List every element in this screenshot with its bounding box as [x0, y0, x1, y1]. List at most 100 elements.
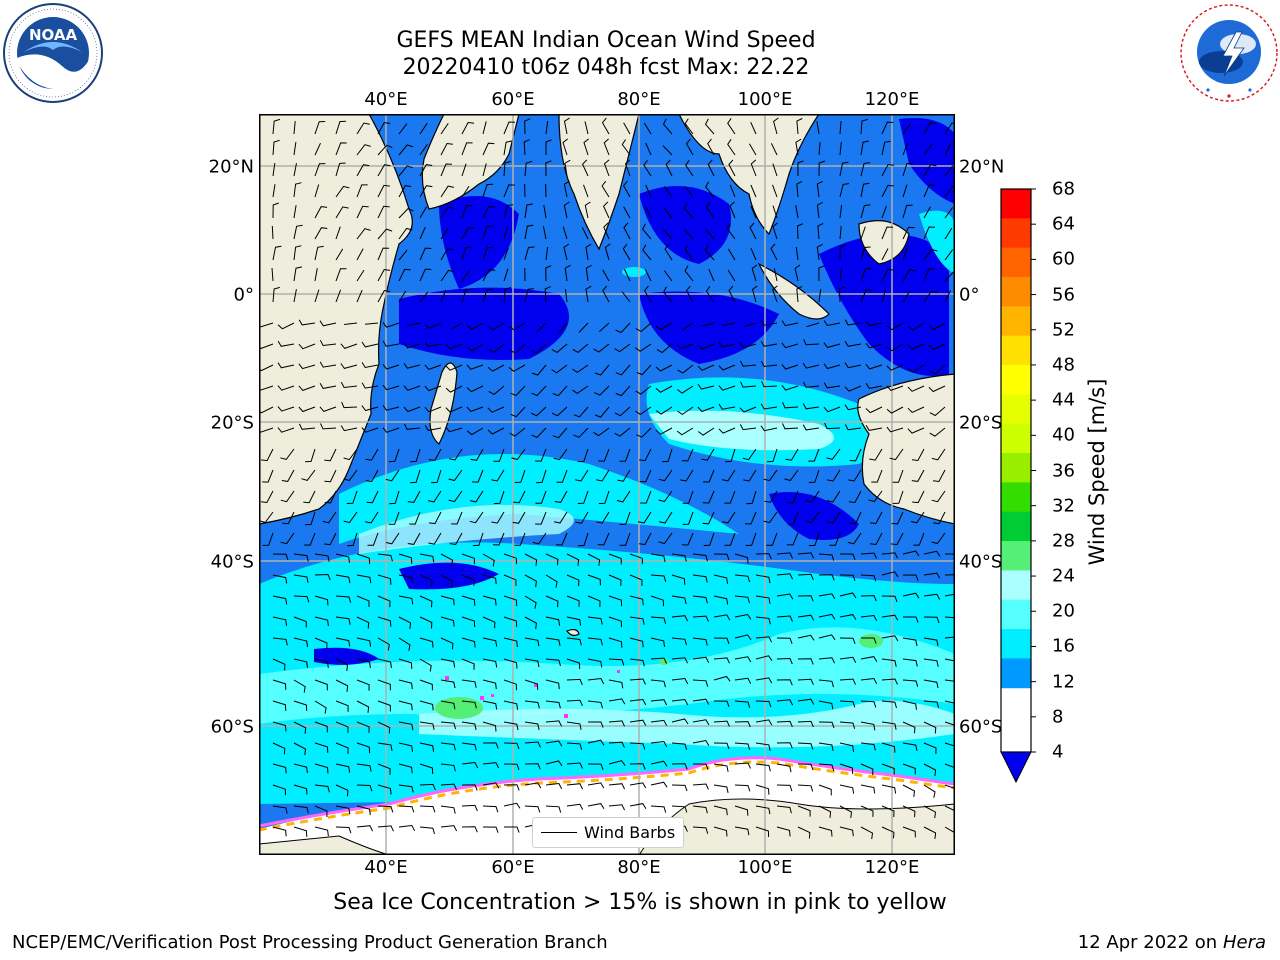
wind-barb: [881, 784, 897, 794]
wind-barb: [650, 574, 667, 582]
wind-barb: [923, 164, 937, 177]
wind-barb: [440, 595, 455, 606]
wind-barb: [928, 322, 946, 331]
wind-barb: [923, 248, 938, 261]
wind-barb: [818, 700, 834, 710]
colorbar-tick-label: 4: [1052, 741, 1064, 763]
wind-barb: [356, 205, 369, 219]
wind-barb: [293, 245, 302, 261]
wind-barb: [566, 553, 580, 566]
wind-barb: [766, 448, 778, 463]
wind-barb: [684, 244, 694, 261]
wind-barb: [564, 264, 571, 282]
wind-barb: [482, 595, 497, 606]
wind-barb: [692, 739, 710, 746]
wind-barb: [503, 247, 509, 261]
wind-barb: [377, 763, 391, 775]
wind-barb: [356, 289, 363, 303]
wind-barb: [766, 532, 778, 546]
wind-barb: [650, 719, 668, 726]
wind-barb: [512, 511, 526, 524]
wind-barb: [808, 448, 820, 462]
wind-barb: [572, 343, 589, 354]
wind-barb: [503, 721, 519, 731]
wind-barb: [503, 595, 518, 607]
wind-barb: [734, 721, 751, 728]
wind-barb: [713, 675, 731, 682]
wind-barb: [510, 385, 526, 397]
wind-barb: [797, 658, 814, 665]
wind-barb: [461, 246, 472, 261]
wind-barb: [262, 532, 274, 546]
wind-barb: [749, 222, 757, 240]
wind-barb: [776, 805, 792, 814]
wind-barb: [725, 448, 736, 463]
wind-barb: [871, 469, 883, 483]
colorbar-tick-label: 44: [1052, 389, 1075, 411]
wind-barb: [692, 783, 709, 790]
wind-barb: [629, 782, 647, 789]
lon-label-bottom-80e: 80°E: [617, 857, 661, 878]
wind-barb: [734, 762, 751, 769]
wind-barb: [929, 406, 946, 417]
wind-barb: [314, 721, 328, 733]
wind-barb: [944, 700, 955, 704]
wind-barb: [684, 186, 694, 198]
wind-barb: [608, 698, 626, 705]
wind-barb: [755, 700, 772, 708]
wind-barb: [881, 226, 894, 240]
wind-barb: [608, 783, 626, 790]
wind-barb: [860, 204, 871, 219]
wind-barb: [818, 141, 821, 156]
nws-logo: [1180, 4, 1278, 102]
wind-barb: [718, 341, 736, 348]
wind-barb: [776, 826, 791, 837]
wind-barb: [545, 553, 559, 566]
wind-barb: [587, 782, 605, 789]
wind-barb: [881, 595, 898, 603]
wind-barb: [702, 511, 715, 525]
wind-barb: [588, 721, 604, 728]
wind-barb: [671, 677, 689, 685]
wind-barb: [839, 120, 842, 135]
wind-barb: [314, 805, 328, 817]
wind-barb: [650, 637, 665, 647]
wind-barb: [881, 635, 899, 642]
wind-barb: [440, 783, 457, 790]
wind-barb: [860, 826, 874, 840]
wind-barb: [585, 264, 592, 282]
colorbar-bin: [1001, 541, 1031, 571]
wind-barb: [469, 511, 484, 524]
wind-barb: [621, 291, 631, 303]
wind-barb: [575, 469, 589, 482]
wind-barb: [933, 511, 946, 525]
wind-barb: [671, 637, 687, 646]
colorbar-tick-label: 48: [1052, 354, 1075, 376]
wind-barb: [944, 185, 955, 198]
wind-barb: [839, 553, 856, 560]
wind-barb: [261, 448, 274, 462]
wind-barb: [314, 784, 330, 793]
wind-barb: [692, 698, 710, 705]
wind-barb: [734, 700, 751, 708]
wind-barb: [734, 613, 752, 620]
wind-barb: [545, 265, 552, 282]
wind-barb: [623, 222, 631, 240]
wind-barb: [713, 720, 730, 727]
wind-barb: [524, 288, 534, 303]
wind-barb: [781, 320, 799, 327]
wind-barb: [860, 595, 877, 602]
wind-barb: [293, 826, 308, 837]
wind-barb: [508, 364, 526, 372]
wind-barb: [823, 342, 841, 349]
wind-barb: [314, 658, 329, 669]
wind-barb: [682, 490, 694, 504]
wind-barb: [587, 658, 603, 668]
wind-barb: [734, 742, 751, 750]
wind-barb: [839, 574, 856, 581]
wind-barb: [860, 763, 874, 776]
wind-barb: [572, 385, 589, 395]
wind-barb: [461, 721, 477, 731]
wind-barb: [868, 490, 883, 503]
colorbar-tick-label: 28: [1052, 530, 1075, 552]
